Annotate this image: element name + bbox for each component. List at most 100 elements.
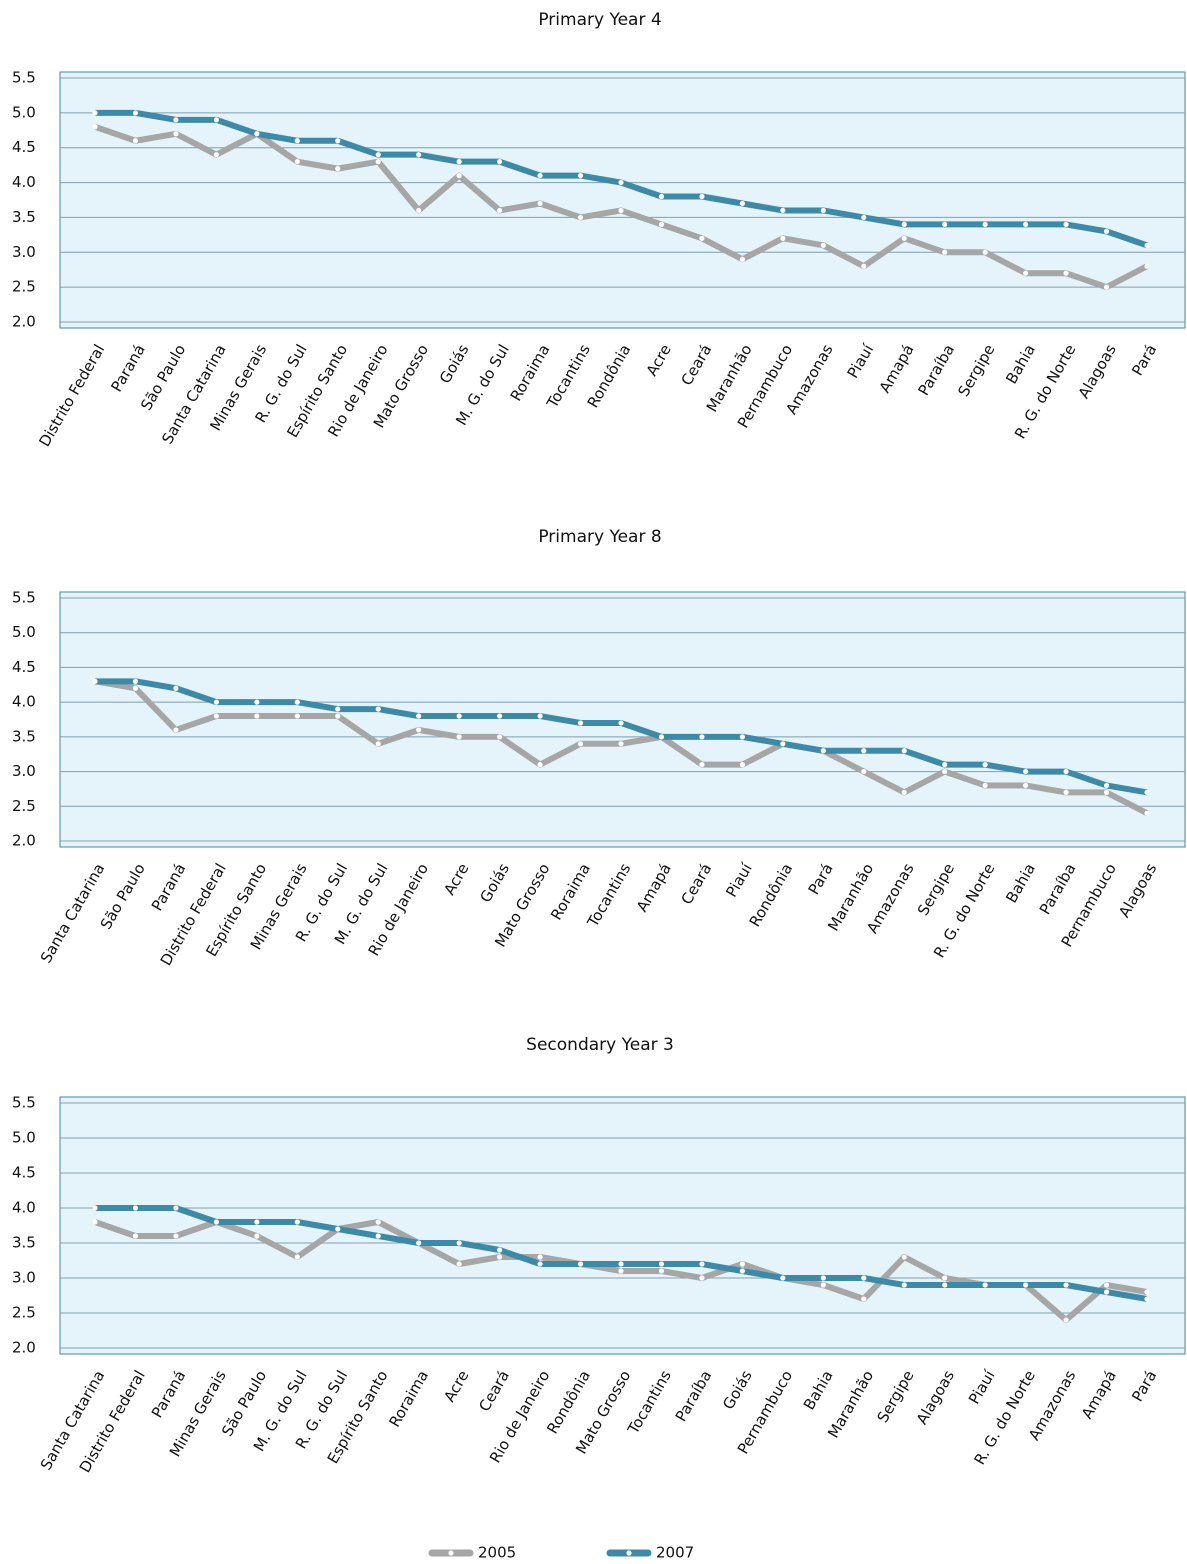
data-point: [1103, 782, 1110, 789]
x-tick-label: Bahia: [800, 1367, 837, 1413]
data-point: [173, 685, 179, 691]
data-point: [1144, 789, 1150, 796]
data-point: [294, 1254, 300, 1260]
data-point: [497, 1254, 503, 1260]
data-point: [537, 173, 543, 179]
data-point: [92, 1205, 98, 1211]
y-tick-label: 4.5: [12, 658, 36, 676]
y-tick-label: 4.5: [12, 138, 36, 156]
data-point: [618, 1261, 624, 1267]
data-point: [942, 1275, 948, 1281]
data-point: [416, 152, 422, 158]
data-point: [497, 159, 503, 165]
data-point: [1023, 782, 1029, 789]
data-point: [497, 1247, 503, 1253]
data-point: [294, 1219, 300, 1225]
data-point: [416, 713, 422, 719]
data-point: [375, 1219, 381, 1225]
data-point: [537, 1254, 543, 1260]
data-point: [739, 762, 745, 768]
data-point: [294, 713, 300, 719]
data-point: [820, 1275, 826, 1281]
data-point: [537, 1261, 543, 1267]
data-point: [577, 214, 584, 221]
x-tick-label: Paraná: [148, 860, 189, 914]
data-point: [213, 1219, 219, 1225]
data-point: [254, 1219, 260, 1225]
data-point: [982, 762, 988, 768]
data-point: [1144, 1289, 1150, 1295]
data-point: [294, 699, 300, 705]
y-tick-label: 4.0: [12, 173, 36, 191]
y-tick-label: 2.0: [12, 313, 36, 331]
data-point: [335, 166, 341, 172]
y-tick-label: 5.5: [12, 69, 36, 87]
data-point: [577, 720, 584, 726]
data-point: [901, 1282, 907, 1288]
data-point: [1103, 789, 1110, 796]
data-point: [497, 713, 503, 719]
legend-label: 2007: [656, 1544, 694, 1562]
data-point: [1144, 263, 1150, 269]
data-point: [456, 173, 462, 179]
data-point: [577, 1261, 584, 1267]
y-tick-label: 2.0: [12, 1339, 36, 1357]
data-point: [1023, 768, 1029, 775]
data-point: [942, 1282, 948, 1288]
data-point: [375, 741, 381, 747]
data-point: [982, 249, 988, 255]
x-tick-label: Alagoas: [913, 1367, 958, 1428]
x-tick-label: Roraima: [385, 1367, 432, 1430]
data-point: [173, 1205, 179, 1211]
data-point: [658, 1261, 665, 1267]
y-tick-label: 5.5: [12, 589, 36, 607]
data-point: [335, 138, 341, 144]
data-point: [982, 221, 988, 227]
y-tick-label: 2.0: [12, 832, 36, 850]
data-point: [739, 1261, 745, 1267]
chart-title: Primary Year 8: [538, 527, 661, 547]
x-tick-label: Sergipe: [914, 860, 958, 918]
x-tick-label: Pará: [805, 860, 837, 898]
data-point: [820, 207, 826, 214]
data-point: [1103, 1282, 1110, 1288]
data-point: [942, 249, 948, 255]
y-tick-label: 2.5: [12, 278, 36, 296]
x-tick-label: Paraná: [148, 1367, 189, 1421]
data-point: [497, 207, 503, 214]
data-point: [618, 720, 624, 726]
x-tick-label: Pará: [1128, 1367, 1160, 1405]
data-point: [1023, 270, 1029, 276]
data-point: [577, 741, 584, 747]
data-point: [173, 1233, 179, 1239]
data-point: [577, 173, 584, 179]
data-point: [739, 1268, 745, 1274]
data-point: [213, 117, 219, 123]
x-tick-label: Piauí: [722, 860, 756, 901]
data-point: [92, 1219, 98, 1225]
data-point: [780, 235, 786, 241]
data-point: [901, 789, 907, 796]
data-point: [820, 1282, 826, 1288]
data-point: [1063, 270, 1069, 276]
data-point: [173, 131, 179, 137]
data-point: [335, 713, 341, 719]
x-tick-label: Paraná: [107, 341, 148, 395]
data-point: [416, 207, 422, 214]
y-tick-label: 5.0: [12, 623, 36, 641]
x-tick-label: Bahia: [1002, 860, 1039, 906]
data-point: [173, 117, 179, 123]
data-point: [294, 138, 300, 144]
x-tick-label: Goiás: [476, 860, 513, 906]
data-point: [456, 734, 462, 740]
data-point: [92, 110, 98, 116]
data-point: [618, 741, 624, 747]
y-tick-label: 4.0: [12, 1199, 36, 1217]
data-point: [456, 1240, 462, 1246]
data-point: [820, 242, 826, 248]
data-point: [416, 1240, 422, 1246]
data-point: [375, 706, 381, 712]
plot-area: [59, 71, 1186, 329]
data-point: [254, 131, 260, 137]
